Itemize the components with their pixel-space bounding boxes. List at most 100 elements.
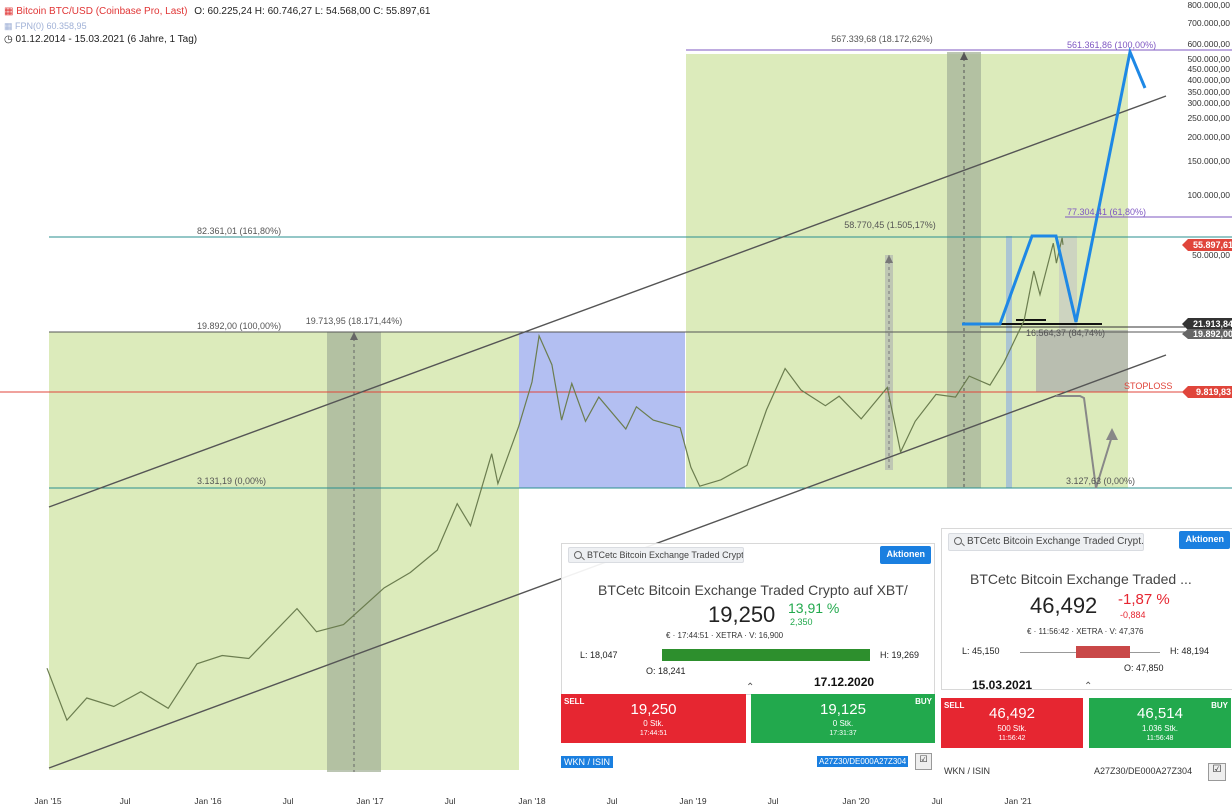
buy-price: 19,125 bbox=[820, 701, 866, 718]
x-tick-label: Jan '21 bbox=[1004, 796, 1031, 806]
quote-panel-2: BTCetc Bitcoin Exchange Traded Crypt... … bbox=[941, 528, 1232, 692]
arrow-up bbox=[960, 52, 968, 60]
search-input[interactable]: BTCetc Bitcoin Exchange Traded Crypt... bbox=[568, 547, 744, 563]
change-percent: -1,87 % bbox=[1118, 591, 1170, 608]
quote-panel-1: BTCetc Bitcoin Exchange Traded Crypt... … bbox=[561, 543, 935, 695]
price-tag-bg bbox=[1182, 239, 1232, 251]
day-range-bar bbox=[1076, 646, 1130, 658]
projection-path bbox=[962, 46, 1147, 326]
zone-dark-2021 bbox=[1036, 330, 1128, 392]
wkn-value: A27Z30/DE000A27Z304 bbox=[817, 756, 909, 767]
actions-button[interactable]: Aktionen bbox=[880, 546, 931, 564]
x-tick-label: Jan '17 bbox=[356, 796, 383, 806]
zone-layer bbox=[49, 52, 1128, 772]
clipboard-icon[interactable]: ☑ bbox=[915, 753, 932, 770]
day-open: O: 47,850 bbox=[1124, 663, 1164, 673]
price-tag: 19.892,00 bbox=[1193, 329, 1232, 339]
price-tag: 21.913,84 bbox=[1193, 319, 1232, 329]
y-tick-label: 150.000,00 bbox=[1187, 156, 1230, 166]
day-range-bar bbox=[662, 649, 870, 661]
stoploss-projection bbox=[1056, 395, 1113, 489]
quote-meta: € · 17:44:51 · XETRA · V: 16,900 bbox=[666, 631, 784, 640]
wkn-label: WKN / ISIN bbox=[561, 756, 614, 768]
x-tick-label: Jul bbox=[768, 796, 779, 806]
y-tick-label: 250.000,00 bbox=[1187, 113, 1230, 123]
price-tags: 55.897,61 21.913,84 19.892,00 9.819,83 bbox=[1182, 239, 1232, 398]
indicator-label: FPN(0) 60.358,95 bbox=[15, 21, 87, 31]
price-tag-bg bbox=[1182, 386, 1232, 398]
x-tick-label: Jul bbox=[445, 796, 456, 806]
price-tag: 9.819,83 bbox=[1196, 387, 1231, 397]
buy-label: BUY bbox=[1211, 701, 1228, 710]
search-text: BTCetc Bitcoin Exchange Traded Crypt... bbox=[967, 536, 1144, 547]
indicator-subtitle: ▦ FPN(0) 60.358,95 bbox=[4, 21, 87, 32]
x-tick-label: Jan '18 bbox=[518, 796, 545, 806]
x-tick-label: Jan '19 bbox=[679, 796, 706, 806]
level-label: 16.564,37 (84,74%) bbox=[1026, 328, 1105, 338]
y-tick-label: 100.000,00 bbox=[1187, 190, 1230, 200]
zone-blue-thin bbox=[1006, 236, 1012, 488]
sell-time: 17:44:51 bbox=[639, 730, 668, 737]
buy-time: 11:56:48 bbox=[1146, 735, 1174, 742]
x-axis: Jan '15 Jul Jan '16 Jul Jan '17 Jul Jan … bbox=[34, 796, 1031, 806]
sell-time: 11:56:42 bbox=[998, 735, 1026, 742]
last-price: 19,250 bbox=[708, 602, 776, 627]
buy-size: 0 Stk. bbox=[832, 719, 854, 728]
symbol-title: Bitcoin BTC/USD (Coinbase Pro, Last) bbox=[16, 6, 188, 17]
buy-box[interactable]: BUY 46,514 1.036 Stk. 11:56:48 bbox=[1089, 698, 1231, 748]
chart-header: ▦ Bitcoin BTC/USD (Coinbase Pro, Last) O… bbox=[4, 6, 430, 17]
clock-icon: ◷ bbox=[4, 34, 13, 45]
instrument-title: BTCetc Bitcoin Exchange Traded ... bbox=[970, 571, 1192, 587]
y-tick-label: 700.000,00 bbox=[1187, 18, 1230, 28]
y-tick-label: 50.000,00 bbox=[1192, 250, 1230, 260]
sell-size: 500 Stk. bbox=[997, 724, 1027, 733]
search-icon bbox=[574, 551, 582, 559]
stoploss-label: STOPLOSS bbox=[1124, 381, 1172, 391]
clipboard-icon[interactable]: ☑ bbox=[1208, 763, 1226, 781]
last-price: 46,492 bbox=[1030, 593, 1098, 618]
x-tick-label: Jul bbox=[283, 796, 294, 806]
sell-label: SELL bbox=[944, 701, 965, 710]
change-absolute: -0,884 bbox=[1120, 610, 1146, 620]
indicator-icon: ▦ bbox=[4, 21, 13, 31]
snapshot-date: 15.03.2021 bbox=[972, 678, 1033, 692]
y-tick-label: 350.000,00 bbox=[1187, 87, 1230, 97]
quote-meta: € · 11:56:42 · XETRA · V: 47,376 bbox=[1027, 627, 1144, 636]
price-series-line bbox=[46, 237, 1064, 722]
level-label: 3.127,63 (0,00%) bbox=[1066, 476, 1135, 486]
zone-green-right bbox=[686, 54, 1128, 488]
sell-box[interactable]: SELL 46,492 500 Stk. 11:56:42 bbox=[941, 698, 1083, 748]
zone-blue-bear bbox=[519, 332, 685, 488]
level-label: 567.339,68 (18.172,62%) bbox=[831, 34, 933, 44]
y-tick-label: 400.000,00 bbox=[1187, 75, 1230, 85]
wkn-label: WKN / ISIN bbox=[944, 766, 991, 776]
y-tick-label: 200.000,00 bbox=[1187, 132, 1230, 142]
search-input[interactable]: BTCetc Bitcoin Exchange Traded Crypt... bbox=[948, 533, 1144, 551]
sell-box[interactable]: SELL 19,250 0 Stk. 17:44:51 bbox=[561, 694, 746, 743]
level-label: 77.304,41 (61,80%) bbox=[1067, 207, 1146, 217]
instrument-title: BTCetc Bitcoin Exchange Traded Crypto au… bbox=[598, 582, 908, 598]
buy-size: 1.036 Stk. bbox=[1141, 724, 1179, 733]
collapse-icon[interactable]: ⌃ bbox=[1084, 681, 1093, 692]
buy-label: BUY bbox=[915, 697, 932, 706]
collapse-icon[interactable]: ⌃ bbox=[746, 682, 755, 693]
buy-box[interactable]: BUY 19,125 0 Stk. 17:31:37 bbox=[751, 694, 935, 743]
arrow-up bbox=[885, 255, 893, 263]
y-tick-label: 600.000,00 bbox=[1187, 39, 1230, 49]
level-label: 58.770,45 (1.505,17%) bbox=[844, 220, 936, 230]
actions-button[interactable]: Aktionen bbox=[1179, 531, 1230, 549]
y-tick-label: 450.000,00 bbox=[1187, 64, 1230, 74]
projection-arrow bbox=[1106, 428, 1118, 440]
y-tick-label: 300.000,00 bbox=[1187, 98, 1230, 108]
day-low: L: 45,150 bbox=[962, 646, 1000, 656]
wkn-value: A27Z30/DE000A27Z304 bbox=[1094, 766, 1193, 776]
day-high: H: 48,194 bbox=[1170, 646, 1210, 656]
search-text: BTCetc Bitcoin Exchange Traded Crypt... bbox=[587, 550, 744, 560]
search-icon bbox=[954, 537, 962, 545]
y-axis: 800.000,00 700.000,00 600.000,00 500.000… bbox=[1187, 0, 1230, 260]
price-tag-bg bbox=[1182, 318, 1232, 330]
y-tick-label: 500.000,00 bbox=[1187, 54, 1230, 64]
sell-price: 19,250 bbox=[630, 701, 677, 718]
ohlc-values: O: 60.225,24 H: 60.746,27 L: 54.568,00 C… bbox=[194, 6, 431, 17]
x-tick-label: Jul bbox=[932, 796, 943, 806]
